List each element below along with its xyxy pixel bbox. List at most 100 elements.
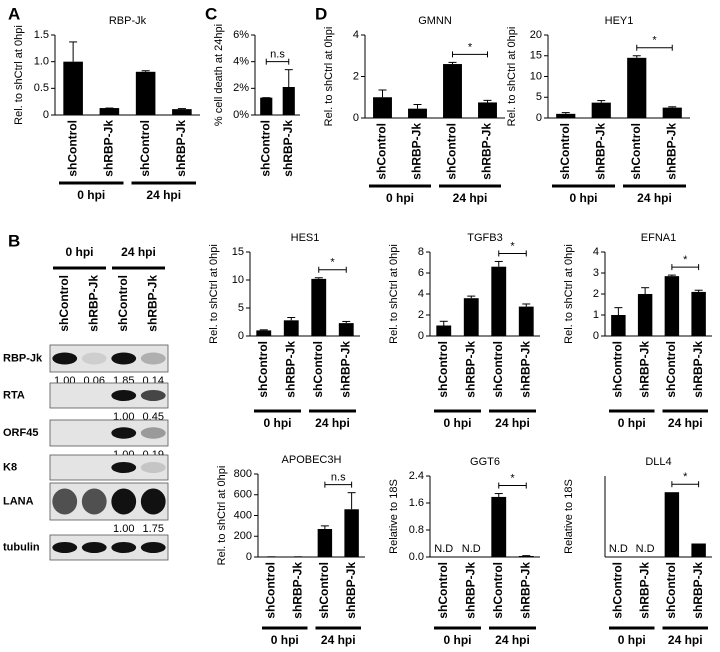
bar xyxy=(691,291,706,336)
bar xyxy=(611,315,626,336)
blot-band xyxy=(111,542,137,553)
x-tick-label: shControl xyxy=(65,120,79,177)
bar xyxy=(556,113,576,118)
x-tick-label: shControl xyxy=(317,562,331,619)
y-tick-label: 5 xyxy=(238,302,244,314)
x-tick-label: shRBP-Jk xyxy=(463,562,477,619)
y-tick-label: 6 xyxy=(418,267,424,279)
error-bar xyxy=(522,303,531,307)
y-tick-label: 15 xyxy=(232,246,244,258)
x-tick-label: shControl xyxy=(264,562,278,619)
x-tick-label: shControl xyxy=(491,341,505,398)
group-label: 24 hpi xyxy=(637,191,672,205)
blot-quant: 1.00 xyxy=(113,523,134,535)
value-label: N.D xyxy=(462,543,481,555)
blot-row-label: LANA xyxy=(3,495,34,507)
group-label: 0 hpi xyxy=(443,633,471,647)
x-tick-label: shRBP-Jk xyxy=(410,123,424,180)
y-tick-label: 0% xyxy=(233,109,249,121)
group-label: 24 hpi xyxy=(495,416,530,430)
bar xyxy=(63,61,83,115)
error-bar xyxy=(314,277,323,279)
x-tick-label: shControl xyxy=(256,341,270,398)
bar xyxy=(591,102,611,118)
y-tick-label: 0.8 xyxy=(409,524,424,536)
bar xyxy=(283,320,299,336)
x-tick-label: shControl xyxy=(664,341,678,398)
y-tick-label: 0.0 xyxy=(409,551,424,563)
x-tick-label: shControl xyxy=(375,123,389,180)
blot-band xyxy=(111,390,137,401)
blot-row-label: RBP-Jk xyxy=(3,352,43,364)
error-bar xyxy=(494,493,503,497)
chart-title: GGT6 xyxy=(470,456,500,468)
group-label: 0 hpi xyxy=(65,245,93,259)
x-tick-label: shControl xyxy=(258,120,272,177)
blot-band xyxy=(111,427,137,439)
blot-row-label: ORF45 xyxy=(3,427,38,439)
sig-label: * xyxy=(683,254,688,266)
panel-label: A xyxy=(8,4,20,23)
error-bar xyxy=(141,70,150,72)
blot-quant: 1.75 xyxy=(143,523,164,535)
y-tick-label: 600 xyxy=(234,489,252,501)
x-tick-label: shRBP-Jk xyxy=(174,120,188,177)
y-tick-label: 10 xyxy=(530,70,542,82)
error-bar xyxy=(668,106,677,108)
x-tick-label: shRBP-Jk xyxy=(691,562,705,619)
x-tick-label: shControl xyxy=(664,562,678,619)
x-tick-label: shControl xyxy=(629,123,643,180)
chart-title: RBP-Jk xyxy=(109,15,147,27)
sig-label: n.s xyxy=(331,472,346,484)
chart-title: APOBEC3H xyxy=(282,454,342,466)
group-label: 0 hpi xyxy=(618,416,646,430)
error-bar xyxy=(467,295,476,299)
bar xyxy=(408,108,427,118)
error-bar xyxy=(632,55,641,58)
error-bar xyxy=(597,100,606,103)
sig-label: * xyxy=(468,41,473,53)
bar xyxy=(627,57,647,118)
x-tick-label: shControl xyxy=(311,341,325,398)
bar xyxy=(436,325,452,336)
error-bar xyxy=(413,104,422,109)
y-tick-label: 1 xyxy=(593,309,599,321)
x-tick-label: shControl xyxy=(611,341,625,398)
sig-label: n.s xyxy=(270,49,285,61)
group-label: 24 hpi xyxy=(453,191,488,205)
x-tick-label: shRBP-Jk xyxy=(637,562,651,619)
blot-membrane xyxy=(49,419,169,447)
blot-band xyxy=(111,488,137,515)
lane-label: shRBP-Jk xyxy=(145,275,159,332)
sig-label: * xyxy=(330,257,335,269)
y-tick-label: 4 xyxy=(593,246,599,258)
error-bar xyxy=(378,89,387,98)
x-tick-label: shRBP-Jk xyxy=(283,341,297,398)
sig-label: * xyxy=(510,240,515,252)
blot-band xyxy=(81,352,107,365)
blot-band xyxy=(111,352,137,365)
x-tick-label: shRBP-Jk xyxy=(518,562,532,619)
x-tick-label: shControl xyxy=(436,341,450,398)
group-label: 0 hpi xyxy=(443,416,471,430)
chart-title: HES1 xyxy=(291,232,320,244)
error-bar xyxy=(342,320,351,324)
panel-label: B xyxy=(8,231,20,250)
bar xyxy=(664,276,680,336)
group-label: 0 hpi xyxy=(618,633,646,647)
x-tick-label: shControl xyxy=(558,123,572,180)
blot-band xyxy=(52,542,78,553)
y-tick-label: 2.4 xyxy=(409,470,424,482)
bar xyxy=(311,278,327,336)
error-bar xyxy=(259,329,268,331)
bar xyxy=(478,102,497,118)
blot-band xyxy=(140,462,166,473)
y-tick-label: 4% xyxy=(233,56,249,68)
chart-title: EFNA1 xyxy=(641,232,676,244)
group-label: 24 hpi xyxy=(668,633,703,647)
y-tick-label: 0 xyxy=(536,112,542,124)
bar xyxy=(664,492,680,557)
panel-label: C xyxy=(205,4,217,23)
error-bar xyxy=(347,492,356,510)
